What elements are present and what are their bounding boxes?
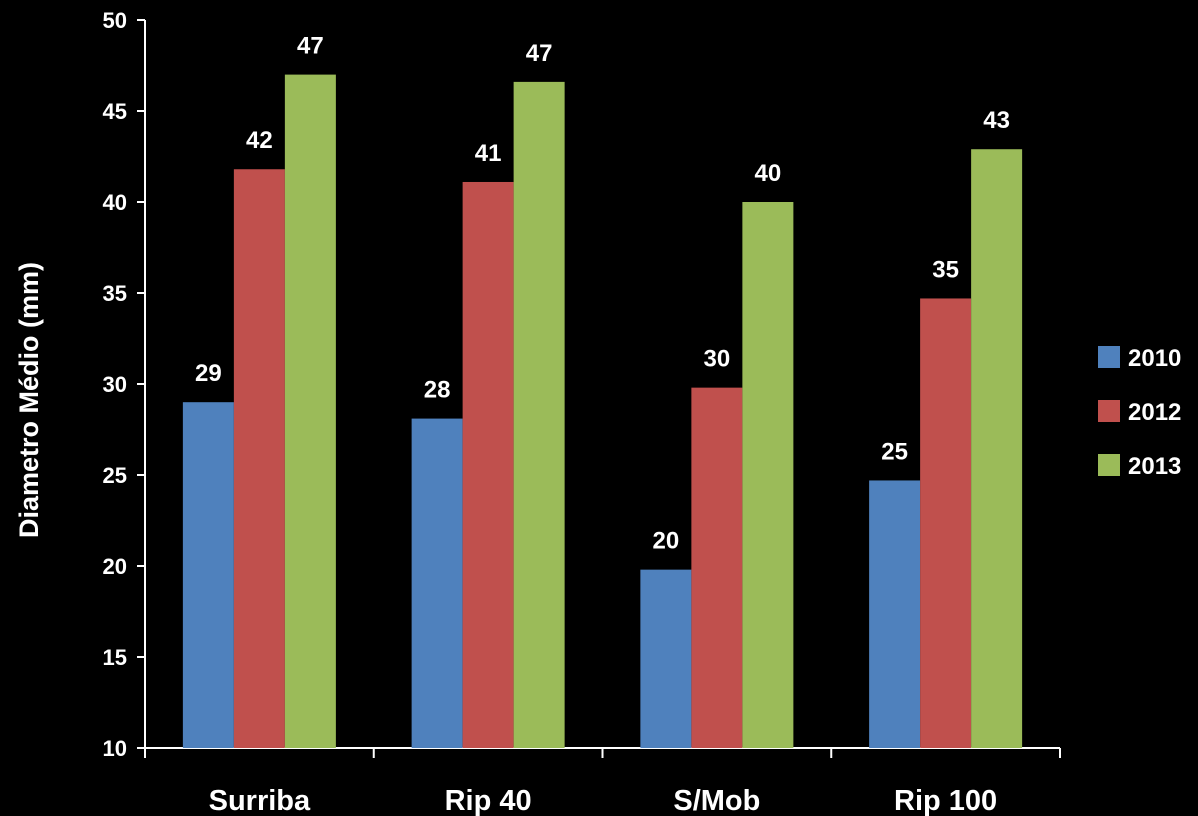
bar xyxy=(182,402,234,748)
bar xyxy=(742,202,794,748)
x-category-label: Surriba xyxy=(209,785,311,816)
legend-swatch xyxy=(1098,400,1120,422)
y-axis-label: Diametro Médio (mm) xyxy=(14,262,44,538)
axes: 10 15 20 25 30 35 40 45 50 Surriba Rip 40 S/Mob Rip … xyxy=(103,8,1061,816)
y-tick-label: 30 xyxy=(103,372,127,397)
data-label: 43 xyxy=(983,107,1010,134)
bar xyxy=(920,298,972,748)
data-label: 47 xyxy=(526,40,553,67)
data-label: 30 xyxy=(704,346,731,373)
x-category-label: Rip 100 xyxy=(894,785,997,816)
y-tick-label: 40 xyxy=(103,190,127,215)
bar xyxy=(233,169,285,749)
data-labels: 29 42 47 28 41 47 20 30 40 25 35 43 xyxy=(195,33,1010,555)
x-category-label: S/Mob xyxy=(673,785,760,816)
bar xyxy=(411,418,463,748)
y-tick-label: 15 xyxy=(103,645,127,670)
data-label: 47 xyxy=(297,33,324,60)
data-label: 35 xyxy=(932,256,959,283)
bar xyxy=(971,149,1023,749)
y-tick-label: 10 xyxy=(103,736,127,761)
bar xyxy=(284,74,336,749)
y-tick-label: 25 xyxy=(103,463,127,488)
y-tick-label: 35 xyxy=(103,281,127,306)
legend-label: 2013 xyxy=(1128,453,1181,480)
data-label: 40 xyxy=(755,160,782,187)
legend: 2010 2012 2013 xyxy=(1098,345,1181,480)
legend-swatch xyxy=(1098,346,1120,368)
bar xyxy=(869,480,921,748)
bar xyxy=(640,569,692,748)
data-label: 41 xyxy=(475,140,502,167)
legend-label: 2012 xyxy=(1128,399,1181,426)
data-label: 20 xyxy=(653,528,680,555)
bar xyxy=(513,81,565,748)
y-tick-label: 20 xyxy=(103,554,127,579)
legend-label: 2010 xyxy=(1128,345,1181,372)
y-tick-label: 50 xyxy=(103,8,127,33)
legend-swatch xyxy=(1098,454,1120,476)
bar xyxy=(691,387,743,748)
x-category-label: Rip 40 xyxy=(445,785,532,816)
data-label: 29 xyxy=(195,360,222,387)
bar xyxy=(462,181,514,749)
y-tick-label: 45 xyxy=(103,99,127,124)
bars xyxy=(182,74,1023,749)
data-label: 28 xyxy=(424,377,451,404)
data-label: 42 xyxy=(246,127,273,154)
data-label: 25 xyxy=(881,438,908,465)
